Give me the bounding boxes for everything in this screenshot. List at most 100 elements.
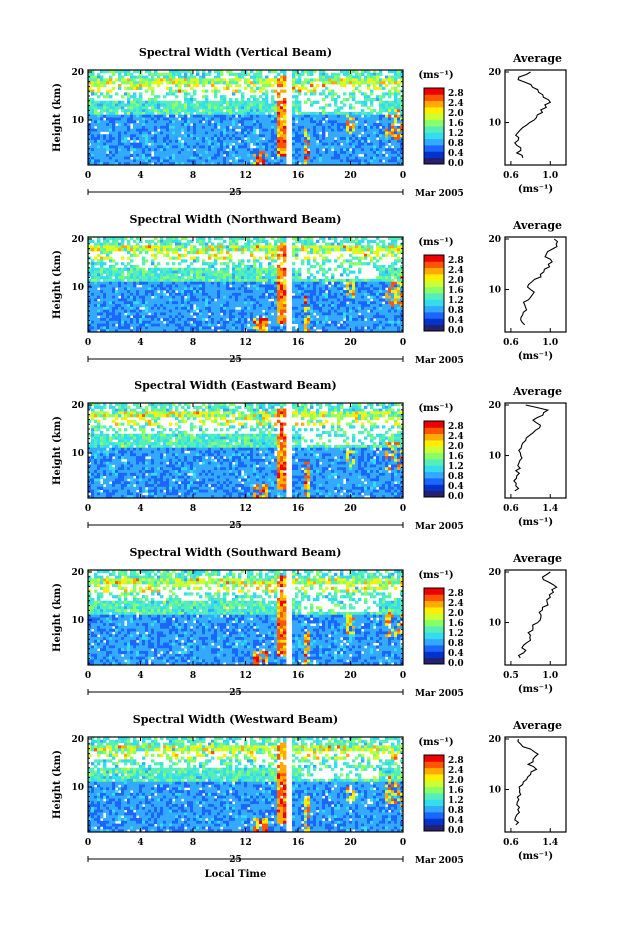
colorbar-unit: (ms⁻¹)	[418, 403, 453, 414]
y-tick-label: 20	[71, 401, 84, 411]
average-title: Average	[512, 52, 562, 65]
heatmap-cells	[88, 70, 404, 166]
colorbar-tick: 2.4	[448, 266, 464, 276]
colorbar-frame	[423, 254, 445, 332]
colorbar-swatch	[424, 433, 444, 441]
colorbar-swatch	[424, 94, 444, 102]
colorbar-swatch	[424, 786, 444, 794]
average-profile-line	[517, 571, 558, 659]
colorbar-swatch	[424, 138, 444, 146]
colorbar-tick: 0.4	[448, 316, 464, 326]
colorbar-swatch	[424, 446, 444, 454]
colorbar-tick: 2.0	[448, 109, 464, 119]
colorbar-swatch	[424, 113, 444, 121]
colorbar-swatch	[424, 824, 444, 832]
panel-1: Spectral Width (Vertical Beam) 20 10 Height…	[52, 46, 567, 199]
colorbar-unit: (ms⁻¹)	[418, 737, 453, 748]
x-tick-label: 8	[190, 504, 196, 514]
colorbar-swatch	[424, 613, 444, 621]
panel-title: Spectral Width (Westward Beam)	[133, 713, 338, 726]
colorbar-swatch	[424, 812, 444, 819]
x-tick-label: 8	[190, 838, 196, 848]
x-tick-label: 20	[344, 838, 357, 848]
average-x-tick-label: 0.6	[503, 504, 519, 514]
average-x-tick-label: 1.0	[542, 171, 558, 181]
average-y-tick-label: 10	[488, 786, 501, 796]
date-label: 25	[229, 521, 242, 531]
y-tick-label: 20	[71, 235, 84, 245]
average-x-tick-label: 1.0	[542, 671, 558, 681]
panel-2: Spectral Width (Northward Beam) 20 10 Heigh…	[52, 213, 567, 366]
colorbar-swatch	[424, 255, 444, 262]
colorbar-tick: 1.2	[448, 796, 464, 806]
average-x-tick-label: 0.6	[503, 338, 519, 348]
colorbar-swatch	[424, 293, 444, 300]
heatmap-cells	[88, 403, 404, 499]
x-tick-label: 16	[292, 838, 305, 848]
y-tick-label: 10	[71, 783, 84, 793]
panel-title: Spectral Width (Southward Beam)	[129, 546, 341, 559]
x-tick-label: 12	[239, 504, 252, 514]
colorbar-swatch	[424, 324, 444, 332]
x-tick-label: 4	[137, 171, 143, 181]
average-y-tick-label: 20	[488, 735, 501, 745]
colorbar-swatch	[424, 638, 444, 646]
colorbar-swatch	[424, 632, 444, 640]
x-tick-label: 0	[85, 671, 91, 681]
x-tick-label: 0	[85, 504, 91, 514]
y-axis-label: Height (km)	[52, 250, 63, 319]
colorbar-swatch	[424, 478, 444, 485]
colorbar-swatch	[424, 132, 444, 140]
x-tick-label: 4	[137, 504, 143, 514]
colorbar-tick: 0.8	[448, 306, 464, 316]
date-label: 25	[229, 688, 242, 698]
x-tick-label: 12	[239, 838, 252, 848]
x-tick-label: 16	[292, 504, 305, 514]
date-label: 25	[229, 188, 242, 198]
y-tick-label: 10	[71, 116, 84, 126]
x-tick-label: 20	[344, 338, 357, 348]
y-tick-label: 20	[71, 568, 84, 578]
colorbar-frame	[423, 754, 445, 832]
colorbar-tick: 0.8	[448, 806, 464, 816]
colorbar-frame	[423, 420, 445, 498]
colorbar-tick: 2.8	[448, 589, 464, 599]
colorbar-swatch	[424, 119, 444, 127]
average-y-tick-label: 10	[488, 452, 501, 462]
colorbar-swatch	[424, 151, 444, 159]
colorbar-tick: 1.2	[448, 129, 464, 139]
colorbar-swatch	[424, 421, 444, 428]
colorbar-swatch	[424, 157, 444, 165]
colorbar-tick: 2.4	[448, 766, 464, 776]
colorbar-swatch	[424, 107, 444, 114]
colorbar-tick: 2.8	[448, 89, 464, 99]
date-label: 25	[229, 355, 242, 365]
colorbar-tick: 1.6	[448, 452, 464, 462]
colorbar-frame	[423, 87, 445, 165]
colorbar-tick: 0.8	[448, 639, 464, 649]
average-profile-line	[514, 738, 539, 826]
y-axis-label: Height (km)	[52, 583, 63, 652]
colorbar-swatch	[424, 305, 444, 313]
average-x-tick-label: 1.4	[542, 504, 558, 514]
y-tick-label: 10	[71, 616, 84, 626]
month-year-label: Mar 2005	[415, 189, 464, 199]
x-tick-label: 20	[344, 171, 357, 181]
average-x-tick-label: 1.0	[542, 338, 558, 348]
colorbar-frame	[423, 587, 445, 665]
x-tick-label: 0	[400, 504, 406, 514]
colorbar-tick: 0.8	[448, 139, 464, 149]
colorbar-swatch	[424, 755, 444, 762]
colorbar-tick: 0.0	[448, 326, 464, 336]
colorbar-swatch	[424, 299, 444, 307]
colorbar-swatch	[424, 588, 444, 595]
colorbar-swatch	[424, 267, 444, 275]
colorbar-swatch	[424, 619, 444, 627]
colorbar-tick: 2.8	[448, 256, 464, 266]
y-axis-label: Height (km)	[52, 83, 63, 152]
average-y-tick-label: 10	[488, 619, 501, 629]
colorbar-swatch	[424, 465, 444, 473]
average-y-tick-label: 20	[488, 235, 501, 245]
colorbar-swatch	[424, 286, 444, 294]
colorbar-tick: 0.4	[448, 649, 464, 659]
